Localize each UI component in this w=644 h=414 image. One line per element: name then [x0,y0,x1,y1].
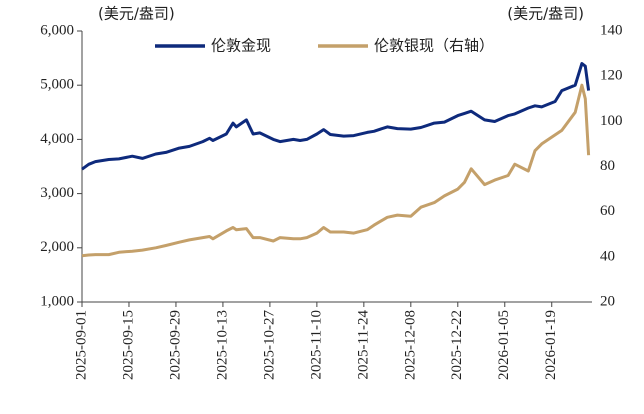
legend-label: 伦敦金现 [211,37,271,55]
legend-label: 伦敦银现（右轴） [374,37,494,55]
y-tick-label: 5,000 [40,77,74,93]
y-tick-label: 3,000 [40,185,74,201]
y-axis-label: (美元/盎司) [98,5,175,23]
y2-tick-label: 20 [600,293,615,309]
y-tick-label: 6,000 [40,22,74,38]
x-tick-label: 2026-01-19 [543,310,559,380]
y2-tick-label: 60 [600,203,615,219]
x-tick-label: 2025-10-27 [261,310,277,380]
y2-tick-label: 100 [600,113,623,129]
x-tick-label: 2025-11-24 [355,310,371,380]
y-tick-label: 1,000 [40,293,74,309]
x-tick-label: 2025-11-10 [308,310,324,379]
x-tick-label: 2025-12-08 [402,310,418,380]
x-tick-label: 2025-09-01 [73,310,89,380]
line [81,62,591,171]
y2-tick-label: 40 [600,248,615,264]
x-tick-label: 2025-09-15 [120,310,136,380]
x-tick-label: 2026-01-05 [496,310,512,380]
line [81,83,591,258]
y2-tick-label: 120 [600,68,623,84]
y-tick-label: 4,000 [40,131,74,147]
x-tick-label: 2025-09-29 [167,310,183,380]
y-tick-label: 2,000 [40,239,74,255]
y2-tick-label: 140 [600,22,623,38]
y2-tick-label: 80 [600,158,615,174]
y2-axis-label: (美元/盎司) [507,5,584,23]
x-tick-label: 2025-10-13 [214,310,230,380]
x-tick-label: 2025-12-22 [449,310,465,380]
